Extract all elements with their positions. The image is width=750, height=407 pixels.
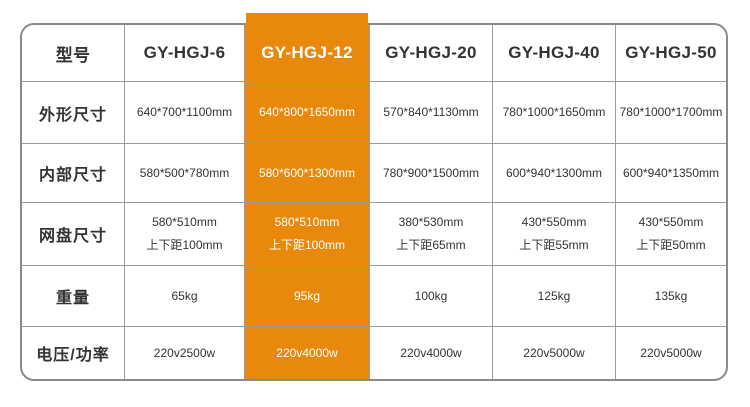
spec-cell-highlighted: 640*800*1650mm <box>244 81 369 143</box>
corner-header-model: 型号 <box>55 45 91 65</box>
column-header-gy-hgj-40: GY-HGJ-40 <box>492 25 615 81</box>
spec-cell: 430*550mm 上下距50mm <box>615 202 726 265</box>
column-header-gy-hgj-12-highlighted: GY-HGJ-12 <box>244 13 369 81</box>
spec-table: 型号 GY-HGJ-6 GY-HGJ-12 GY-HGJ-20 GY-HGJ-4… <box>20 13 728 381</box>
row-label-weight: 重量 <box>22 265 124 326</box>
spec-cell: 600*940*1300mm <box>492 143 615 202</box>
row-label-tray-dimensions: 网盘尺寸 <box>22 202 124 265</box>
spec-cell: 100kg <box>369 265 492 326</box>
spec-cell: 220v2500w <box>124 326 244 379</box>
column-header-gy-hgj-20: GY-HGJ-20 <box>369 25 492 81</box>
spec-cell: 640*700*1100mm <box>124 81 244 143</box>
spec-cell: 220v4000w <box>369 326 492 379</box>
spec-cell: 380*530mm 上下距65mm <box>369 202 492 265</box>
spec-cell: 780*1000*1650mm <box>492 81 615 143</box>
spec-cell: 570*840*1130mm <box>369 81 492 143</box>
spec-cell: 580*510mm 上下距100mm <box>124 202 244 265</box>
spec-cell-highlighted: 580*510mm 上下距100mm <box>244 202 369 265</box>
spec-cell: 135kg <box>615 265 726 326</box>
row-label-external-dimensions: 外形尺寸 <box>22 81 124 143</box>
spec-cell: 780*1000*1700mm <box>615 81 726 143</box>
row-label-voltage-power: 电压/功率 <box>22 326 124 379</box>
row-label-internal-dimensions: 内部尺寸 <box>22 143 124 202</box>
spec-cell: 580*500*780mm <box>124 143 244 202</box>
spec-cell: 65kg <box>124 265 244 326</box>
spec-cell-highlighted: 95kg <box>244 265 369 326</box>
spec-cell: 125kg <box>492 265 615 326</box>
spec-cell: 220v5000w <box>615 326 726 379</box>
column-header-gy-hgj-6: GY-HGJ-6 <box>124 25 244 81</box>
column-header-gy-hgj-50: GY-HGJ-50 <box>615 25 726 81</box>
spec-cell: 780*900*1500mm <box>369 143 492 202</box>
spec-cell: 220v5000w <box>492 326 615 379</box>
spec-cell-highlighted: 220v4000w <box>244 326 369 379</box>
spec-cell-highlighted: 580*600*1300mm <box>244 143 369 202</box>
spec-cell: 430*550mm 上下距55mm <box>492 202 615 265</box>
spec-cell: 600*940*1350mm <box>615 143 726 202</box>
